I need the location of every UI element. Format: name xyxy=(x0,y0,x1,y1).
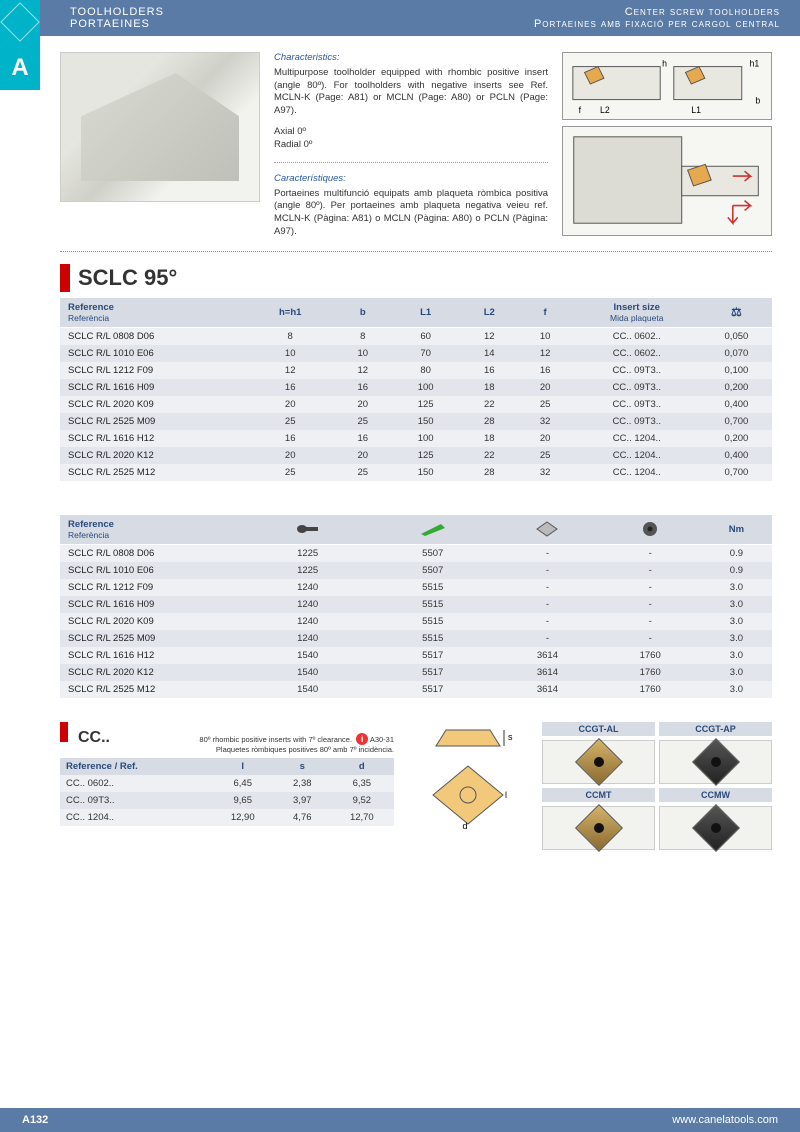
table-row: SCLC R/L 1010 E061010701412CC.. 0602..0,… xyxy=(60,345,772,362)
char-radial: Radial 0º xyxy=(274,139,548,152)
table-row: SCLC R/L 2020 K1220201252225CC.. 1204..0… xyxy=(60,447,772,464)
spec-table: ReferenceReferència h=h1 b L1 L2 f Inser… xyxy=(60,298,772,481)
svg-text:s: s xyxy=(508,732,513,742)
table-row: SCLC R/L 2020 K1215405517361417603.0 xyxy=(60,664,772,681)
svg-text:d: d xyxy=(462,821,467,830)
table-row: SCLC R/L 0808 D0688601210CC.. 0602..0,05… xyxy=(60,327,772,345)
svg-text:l: l xyxy=(505,790,507,800)
table-row: SCLC R/L 1010 E0612255507--0.9 xyxy=(60,562,772,579)
insert-name: CC.. xyxy=(78,729,110,747)
section-tab: A xyxy=(0,0,40,90)
svg-text:L2: L2 xyxy=(600,105,610,115)
title-accent xyxy=(60,264,70,292)
table-row: SCLC R/L 2020 K0912405515--3.0 xyxy=(60,613,772,630)
table-row: SCLC R/L 2525 M0912405515--3.0 xyxy=(60,630,772,647)
key-icon xyxy=(370,515,495,545)
table-row: SCLC R/L 2020 K0920201252225CC.. 09T3..0… xyxy=(60,396,772,413)
dimension-diagrams: h h1 b L2 L1 f xyxy=(562,52,772,239)
char-body-en: Multipurpose toolholder equipped with rh… xyxy=(274,67,548,118)
table-row: CC.. 09T3..9,653,979,52 xyxy=(60,792,394,809)
table-row: SCLC R/L 1212 F0912405515--3.0 xyxy=(60,579,772,596)
char-body-ca: Portaeines multifunció equipats amb plaq… xyxy=(274,188,548,239)
shim-icon xyxy=(495,515,599,545)
insert-table: Reference / Ref. l s d CC.. 0602..6,452,… xyxy=(60,758,394,826)
header-bar: TOOLHOLDERS PORTAEINES Center screw tool… xyxy=(0,0,800,36)
header-right-2: Portaeines amb fixació per cargol centra… xyxy=(534,18,780,30)
weight-icon: ⚖ xyxy=(731,305,742,319)
characteristics-block: Characteristics: Multipurpose toolholder… xyxy=(274,52,548,239)
parts-table: ReferenceReferència Nm SCLC R/L 0808 D06… xyxy=(60,515,772,698)
svg-text:b: b xyxy=(755,95,760,105)
page-number: A132 xyxy=(22,1114,48,1126)
table-row: SCLC R/L 2525 M1215405517361417603.0 xyxy=(60,681,772,698)
table-row: SCLC R/L 1616 H0912405515--3.0 xyxy=(60,596,772,613)
table-row: CC.. 0602..6,452,386,35 xyxy=(60,775,394,792)
footer-bar: A132 www.canelatools.com xyxy=(0,1108,800,1132)
svg-text:h1: h1 xyxy=(750,59,760,69)
table-row: SCLC R/L 2525 M0925251502832CC.. 09T3..0… xyxy=(60,413,772,430)
product-name: SCLC 95° xyxy=(78,265,177,291)
table-row: CC.. 1204..12,904,7612,70 xyxy=(60,809,394,826)
char-title-en: Characteristics: xyxy=(274,52,548,65)
product-photo xyxy=(60,52,260,202)
table-row: SCLC R/L 0808 D0612255507--0.9 xyxy=(60,544,772,562)
info-icon: i xyxy=(356,733,368,745)
footer-url: www.canelatools.com xyxy=(672,1114,778,1126)
svg-text:L1: L1 xyxy=(691,105,701,115)
table-row: SCLC R/L 1616 H1216161001820CC.. 1204..0… xyxy=(60,430,772,447)
insert-types-grid: CCGT-AL CCGT-AP CCMT CCMW xyxy=(542,722,772,850)
table-row: SCLC R/L 1212 F091212801616CC.. 09T3..0,… xyxy=(60,362,772,379)
svg-text:h: h xyxy=(662,59,667,69)
clamp-icon xyxy=(600,515,701,545)
table-row: SCLC R/L 2525 M1225251502832CC.. 1204..0… xyxy=(60,464,772,481)
char-title-ca: Característiques: xyxy=(274,173,548,186)
header-left-1: TOOLHOLDERS xyxy=(70,6,164,18)
char-axial: Axial 0º xyxy=(274,126,548,139)
table-row: SCLC R/L 1616 H1215405517361417603.0 xyxy=(60,647,772,664)
insert-spec-block: CC.. 80º rhombic positive inserts with 7… xyxy=(60,722,394,826)
header-left-2: PORTAEINES xyxy=(70,18,164,30)
table-row: SCLC R/L 1616 H0916161001820CC.. 09T3..0… xyxy=(60,379,772,396)
insert-dimension-diagram: s l d xyxy=(408,722,528,830)
tab-letter: A xyxy=(11,54,28,82)
screw-icon xyxy=(245,515,370,545)
header-right-1: Center screw toolholders xyxy=(534,6,780,18)
svg-text:f: f xyxy=(579,105,582,115)
